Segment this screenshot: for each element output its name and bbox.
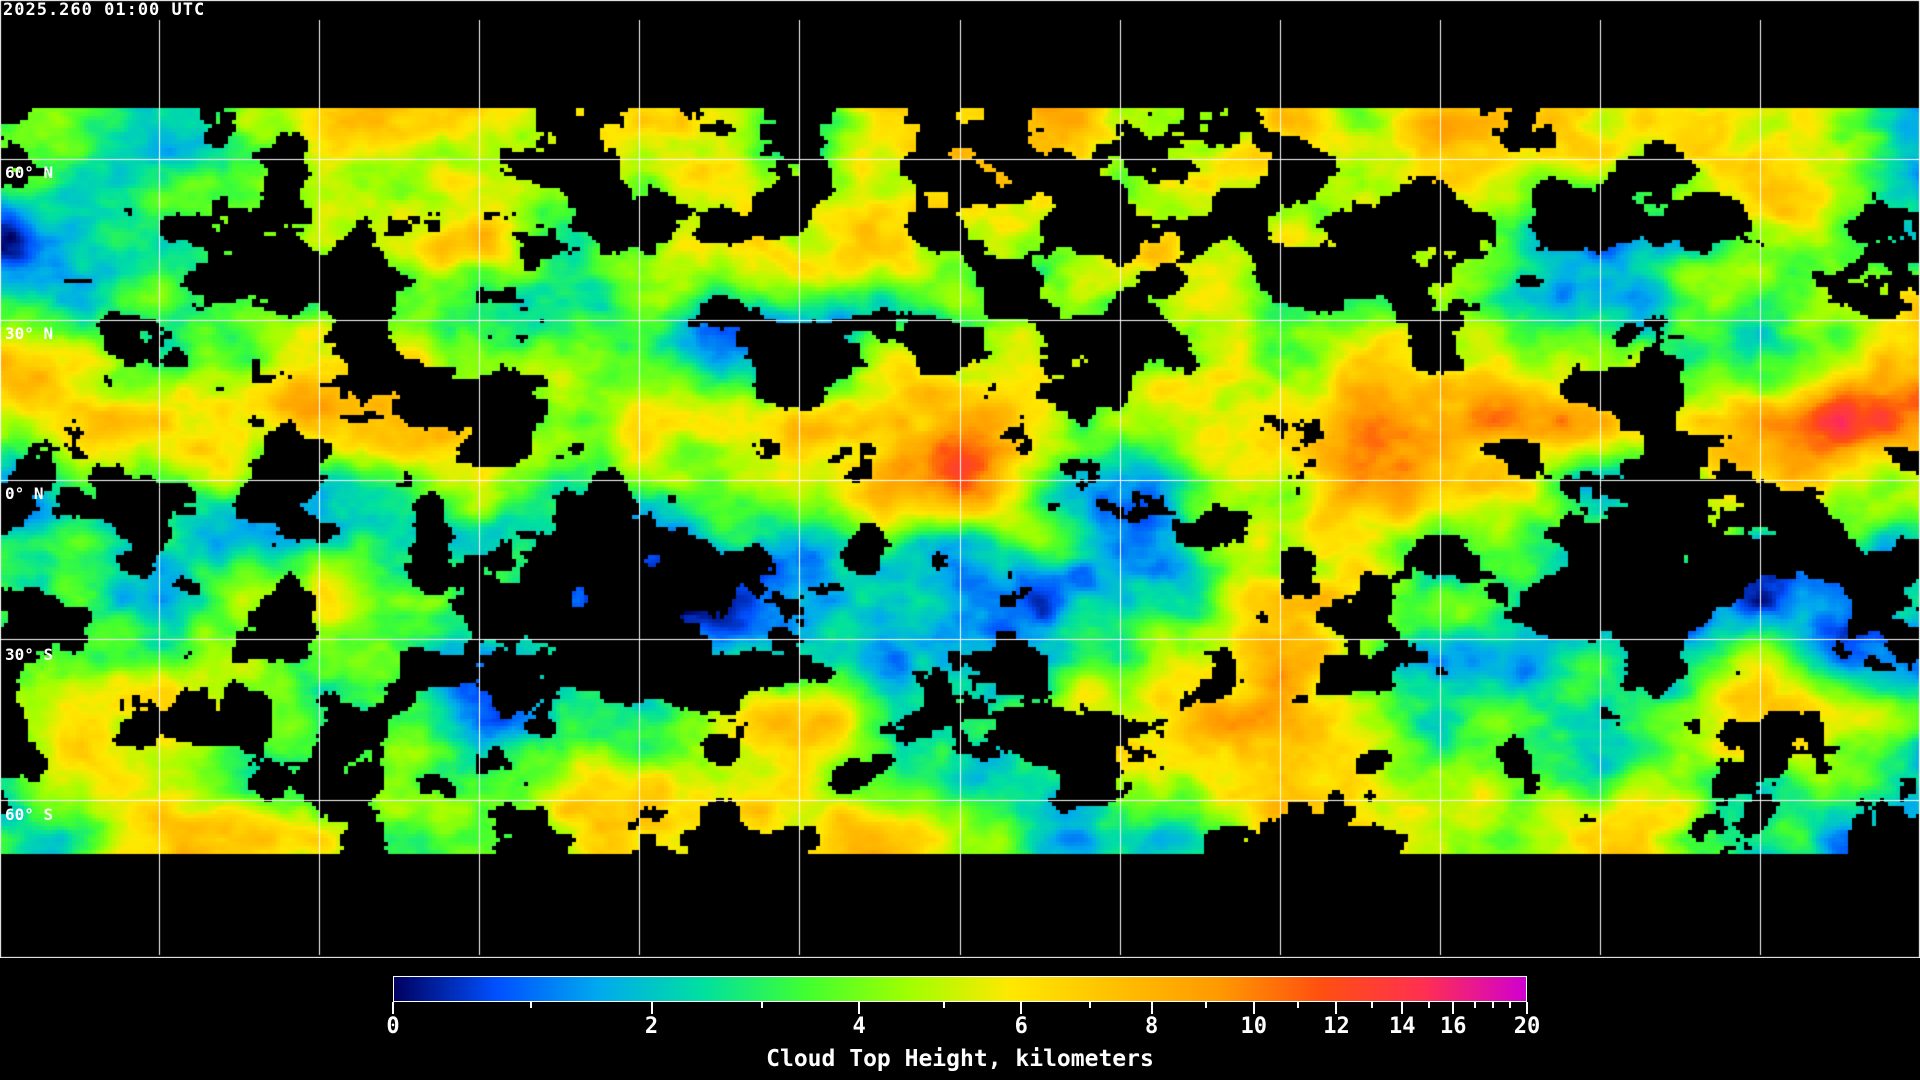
- minor-tick: [1370, 1002, 1373, 1008]
- major-tick: [1252, 1002, 1255, 1014]
- lat-label-0n: 0° N: [5, 484, 44, 503]
- tick-label: 6: [1014, 1014, 1028, 1039]
- major-tick: [1335, 1002, 1338, 1014]
- major-tick: [1401, 1002, 1404, 1014]
- satellite-cloud-image: [0, 0, 1920, 958]
- tick-label: 8: [1145, 1014, 1159, 1039]
- minor-tick: [1508, 1002, 1511, 1008]
- major-tick: [392, 1002, 394, 1014]
- minor-tick: [1491, 1002, 1494, 1008]
- lat-label-60n: 60° N: [5, 163, 54, 182]
- major-tick: [1150, 1002, 1153, 1014]
- major-tick: [1452, 1002, 1455, 1014]
- minor-tick: [1428, 1002, 1431, 1008]
- minor-tick: [943, 1002, 946, 1008]
- lat-label-30n: 30° N: [5, 324, 54, 343]
- minor-tick: [1089, 1002, 1092, 1008]
- minor-tick: [1296, 1002, 1299, 1008]
- tick-label: 2: [644, 1014, 659, 1039]
- tick-label: 4: [852, 1014, 866, 1039]
- timestamp: 2025.260 01:00 UTC: [3, 0, 206, 20]
- major-tick: [650, 1002, 653, 1014]
- colorbar: [393, 976, 1527, 1002]
- minor-tick: [760, 1002, 763, 1008]
- tick-label: 12: [1323, 1014, 1350, 1039]
- tick-label: 14: [1389, 1014, 1416, 1039]
- minor-tick: [1473, 1002, 1476, 1008]
- major-tick: [1526, 1002, 1528, 1014]
- lat-label-60s: 60° S: [5, 805, 54, 824]
- lat-label-30s: 30° S: [5, 645, 54, 664]
- tick-label: 16: [1440, 1014, 1467, 1039]
- major-tick: [1020, 1002, 1023, 1014]
- tick-label: 0: [386, 1014, 400, 1039]
- major-tick: [858, 1002, 861, 1014]
- cloud-top-height-map: [0, 0, 1920, 958]
- colorbar-title: Cloud Top Height, kilometers: [766, 1046, 1154, 1072]
- tick-label: 10: [1240, 1014, 1267, 1039]
- tick-label: 20: [1513, 1014, 1541, 1039]
- minor-tick: [530, 1002, 533, 1008]
- minor-tick: [1205, 1002, 1208, 1008]
